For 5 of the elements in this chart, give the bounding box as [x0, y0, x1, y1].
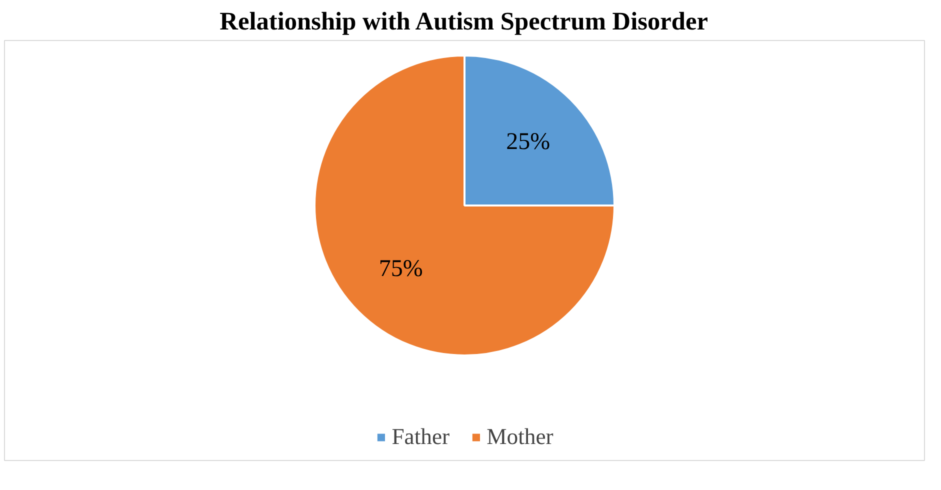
chart-title: Relationship with Autism Spectrum Disorder: [220, 8, 708, 36]
legend-label: Mother: [486, 424, 554, 450]
data-label: 25%: [506, 128, 550, 155]
data-label: 75%: [378, 256, 423, 282]
legend-label: Father: [392, 424, 450, 450]
